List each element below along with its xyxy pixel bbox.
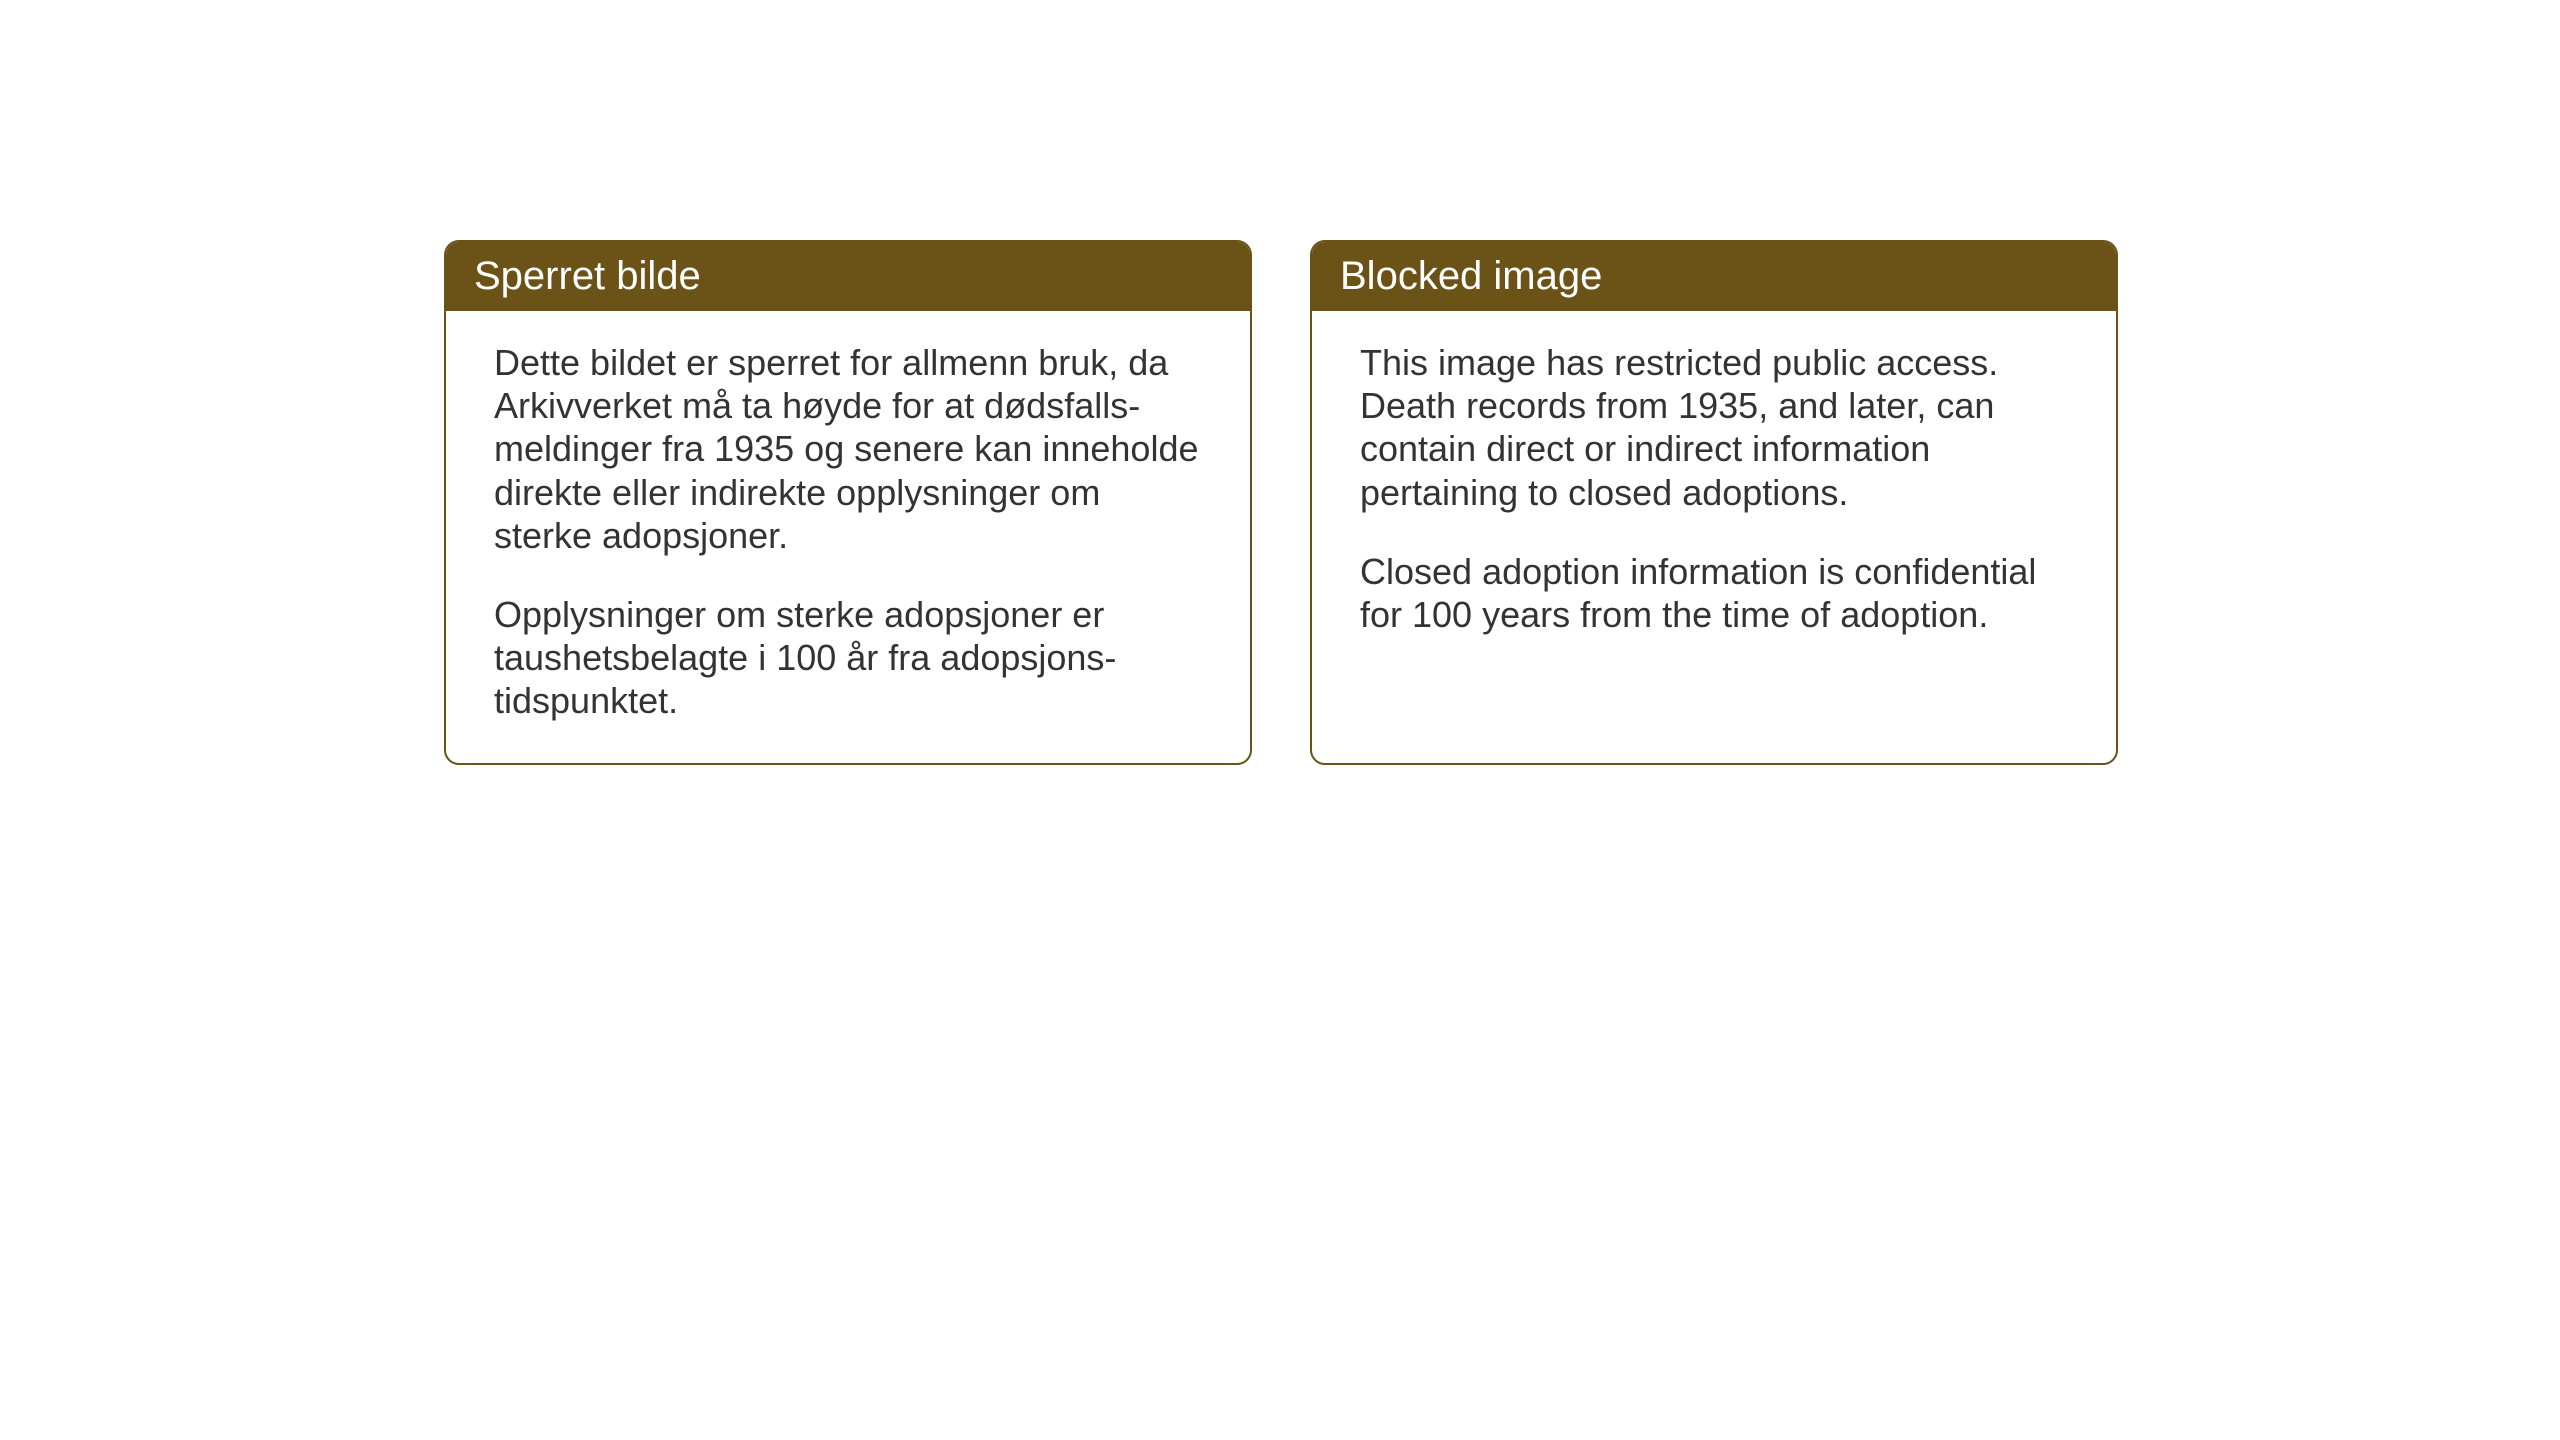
notice-card-english: Blocked image This image has restricted …	[1310, 240, 2118, 765]
card-paragraph-1-english: This image has restricted public access.…	[1360, 341, 2068, 514]
card-body-norwegian: Dette bildet er sperret for allmenn bruk…	[446, 311, 1250, 763]
card-header-norwegian: Sperret bilde	[446, 242, 1250, 311]
card-paragraph-1-norwegian: Dette bildet er sperret for allmenn bruk…	[494, 341, 1202, 557]
card-header-english: Blocked image	[1312, 242, 2116, 311]
card-body-english: This image has restricted public access.…	[1312, 311, 2116, 676]
notice-card-norwegian: Sperret bilde Dette bildet er sperret fo…	[444, 240, 1252, 765]
card-title-norwegian: Sperret bilde	[474, 254, 701, 298]
notice-container: Sperret bilde Dette bildet er sperret fo…	[444, 240, 2118, 765]
card-paragraph-2-norwegian: Opplysninger om sterke adopsjoner er tau…	[494, 593, 1202, 723]
card-paragraph-2-english: Closed adoption information is confident…	[1360, 550, 2068, 636]
card-title-english: Blocked image	[1340, 254, 1602, 298]
